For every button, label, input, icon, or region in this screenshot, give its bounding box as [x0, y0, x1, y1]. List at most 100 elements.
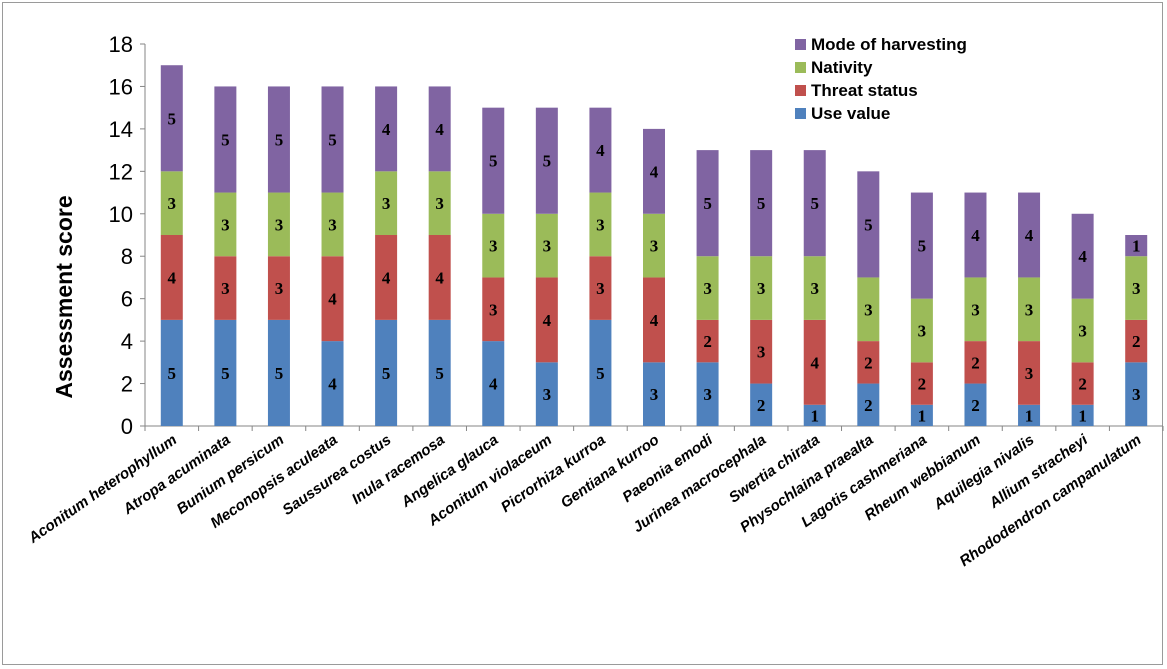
bar-segment-nativity: [428, 171, 451, 235]
data-label: 2: [1132, 332, 1141, 351]
data-label: 2: [864, 353, 873, 372]
bar-segment-use-value: [160, 319, 183, 426]
y-tick-label: 12: [109, 159, 133, 184]
data-label: 5: [168, 109, 177, 128]
data-label: 3: [596, 279, 605, 298]
y-tick-label: 18: [109, 32, 133, 57]
data-label: 3: [703, 385, 712, 404]
bar-segment-nativity: [589, 192, 612, 257]
data-label: 5: [168, 364, 177, 383]
data-label: 3: [543, 237, 552, 256]
data-label: 5: [435, 364, 444, 383]
data-label: 5: [221, 131, 230, 150]
bar-segment-mode-of-harvesting: [857, 171, 880, 278]
data-label: 5: [221, 364, 230, 383]
data-label: 1: [918, 406, 927, 425]
bar-segment-use-value: [375, 319, 398, 426]
bar-segment-threat-status: [643, 277, 665, 363]
legend-swatch: [795, 85, 806, 96]
bar-segment-mode-of-harvesting: [535, 107, 558, 214]
bar-segment-mode-of-harvesting: [964, 192, 987, 278]
bar-segment-threat-status: [696, 319, 719, 363]
legend-swatch: [795, 39, 806, 50]
bar-segment-use-value: [214, 319, 237, 426]
bar-segment-threat-status: [964, 341, 987, 384]
bar-segment-use-value: [589, 319, 612, 426]
data-label: 3: [168, 194, 177, 213]
y-tick-label: 8: [121, 244, 133, 269]
data-label: 4: [168, 268, 177, 287]
data-label: 4: [435, 268, 444, 287]
data-label: 5: [328, 131, 337, 150]
bar-segment-nativity: [910, 298, 933, 363]
bar-segment-mode-of-harvesting: [750, 150, 773, 257]
bar-segment-use-value: [910, 404, 933, 426]
x-category-label: Gentiana kurroo: [558, 431, 663, 511]
bar-segment-threat-status: [535, 277, 558, 363]
data-label: 1: [810, 406, 819, 425]
data-label: 3: [650, 237, 659, 256]
bar-segment-mode-of-harvesting: [1071, 213, 1094, 299]
data-label: 3: [489, 300, 498, 319]
bar-segment-nativity: [803, 256, 826, 320]
data-label: 3: [810, 279, 819, 298]
bar-segment-nativity: [214, 192, 237, 257]
data-label: 3: [543, 385, 552, 404]
y-tick-label: 6: [121, 287, 133, 312]
data-label: 5: [275, 364, 284, 383]
bar-segment-threat-status: [321, 256, 344, 342]
y-tick-label: 10: [109, 202, 133, 227]
data-label: 3: [382, 194, 391, 213]
data-label: 3: [275, 279, 284, 298]
data-label: 2: [1078, 375, 1087, 394]
bar-segment-use-value: [535, 362, 558, 426]
bar-segment-nativity: [643, 213, 665, 278]
data-label: 1: [1025, 406, 1034, 425]
data-label: 3: [489, 237, 498, 256]
y-tick-label: 2: [121, 372, 133, 397]
data-label: 4: [1078, 247, 1087, 266]
data-label: 4: [810, 353, 819, 372]
bar-segment-threat-status: [1125, 319, 1148, 363]
data-label: 3: [221, 215, 230, 234]
data-label: 5: [543, 152, 552, 171]
data-label: 4: [328, 375, 337, 394]
bar-segment-threat-status: [589, 256, 612, 320]
bar-segment-mode-of-harvesting: [910, 192, 933, 299]
data-label: 1: [1132, 237, 1141, 256]
data-label: 5: [918, 237, 927, 256]
data-label: 1: [1078, 406, 1087, 425]
bar-segment-threat-status: [857, 341, 880, 384]
data-label: 4: [596, 141, 605, 160]
bar-segment-mode-of-harvesting: [1018, 192, 1041, 278]
bar-segment-threat-status: [428, 235, 451, 320]
data-label: 3: [757, 279, 766, 298]
bar-segment-use-value: [267, 319, 290, 426]
bar-segment-nativity: [267, 192, 290, 257]
data-label: 3: [1132, 279, 1141, 298]
bar-segment-nativity: [321, 192, 344, 257]
bar-segment-threat-status: [1071, 362, 1094, 405]
data-label: 5: [275, 131, 284, 150]
bar-segment-nativity: [535, 213, 558, 278]
legend-swatch: [795, 62, 806, 73]
bar-segment-threat-status: [267, 256, 290, 320]
data-label: 4: [435, 120, 444, 139]
bar-segment-nativity: [1018, 277, 1041, 342]
y-tick-label: 16: [109, 74, 133, 99]
data-label: 2: [757, 396, 766, 415]
data-label: 3: [918, 322, 927, 341]
data-label: 2: [703, 332, 712, 351]
data-label: 3: [971, 300, 980, 319]
data-label: 5: [757, 194, 766, 213]
data-label: 3: [275, 215, 284, 234]
data-label: 4: [382, 120, 391, 139]
data-label: 3: [703, 279, 712, 298]
bar-segment-use-value: [750, 383, 773, 426]
legend-label: Mode of harvesting: [811, 35, 967, 54]
data-label: 5: [703, 194, 712, 213]
data-label: 3: [328, 215, 337, 234]
bar-segment-threat-status: [750, 319, 773, 384]
data-label: 5: [864, 215, 873, 234]
bar-segment-use-value: [1125, 362, 1148, 426]
